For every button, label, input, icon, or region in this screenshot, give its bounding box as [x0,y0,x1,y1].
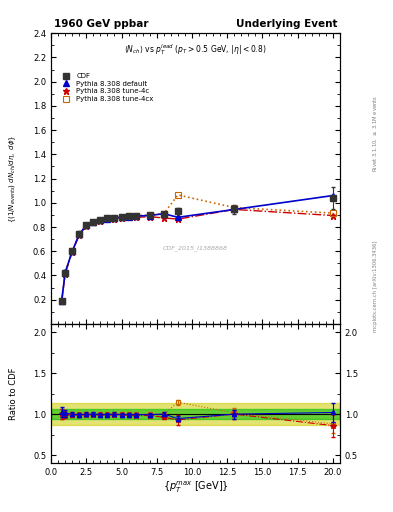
Pythia 8.308 tune-4c [126,214,131,220]
CDF [232,206,237,212]
Pythia 8.308 default [91,219,96,225]
Pythia 8.308 default [84,222,89,228]
Pythia 8.308 tune-4c [331,212,335,219]
Text: CDF_2015_I1388868: CDF_2015_I1388868 [163,245,228,251]
Text: Rivet 3.1.10, $\geq$ 3.1M events: Rivet 3.1.10, $\geq$ 3.1M events [371,95,379,172]
Text: $\langle N_{ch}\rangle$ vs $p_T^{lead}$ ($p_T > 0.5$ GeV, $|\eta| < 0.8$): $\langle N_{ch}\rangle$ vs $p_T^{lead}$ … [124,42,267,57]
Line: CDF: CDF [59,195,336,305]
Pythia 8.308 default [63,269,68,275]
Pythia 8.308 tune-4cx [331,210,335,216]
Pythia 8.308 tune-4cx [176,192,180,198]
Pythia 8.308 tune-4cx [91,219,96,225]
Pythia 8.308 tune-4c [112,216,117,222]
Pythia 8.308 tune-4cx [112,215,117,221]
Line: Pythia 8.308 tune-4cx: Pythia 8.308 tune-4cx [59,192,336,304]
Pythia 8.308 default [59,298,64,304]
Pythia 8.308 tune-4c [70,249,75,255]
Pythia 8.308 tune-4c [119,215,124,221]
Line: Pythia 8.308 default: Pythia 8.308 default [59,193,336,304]
Text: 1960 GeV ppbar: 1960 GeV ppbar [54,19,149,29]
Pythia 8.308 tune-4cx [77,231,82,238]
Bar [51,403,340,425]
CDF [63,270,68,276]
CDF [59,298,64,305]
CDF [98,217,103,223]
CDF [176,208,180,215]
Pythia 8.308 tune-4c [91,219,96,225]
CDF [119,214,124,220]
Pythia 8.308 tune-4c [84,223,89,229]
Pythia 8.308 default [162,210,166,217]
Pythia 8.308 default [232,206,237,212]
Pythia 8.308 tune-4cx [63,270,68,276]
Pythia 8.308 tune-4c [77,232,82,238]
Pythia 8.308 tune-4cx [59,298,64,305]
CDF [133,212,138,219]
Pythia 8.308 tune-4c [59,298,64,305]
Y-axis label: Ratio to CDF: Ratio to CDF [9,368,18,420]
Pythia 8.308 tune-4cx [133,212,138,219]
Pythia 8.308 default [112,215,117,221]
CDF [126,213,131,219]
Pythia 8.308 tune-4c [162,215,166,221]
Legend: CDF, Pythia 8.308 default, Pythia 8.308 tune-4c, Pythia 8.308 tune-4cx: CDF, Pythia 8.308 default, Pythia 8.308 … [57,72,155,103]
Pythia 8.308 default [176,214,180,220]
Pythia 8.308 tune-4c [63,270,68,276]
CDF [331,195,335,201]
CDF [70,248,75,254]
Line: Pythia 8.308 tune-4c: Pythia 8.308 tune-4c [58,206,336,305]
Pythia 8.308 tune-4cx [162,210,166,217]
Pythia 8.308 default [105,216,110,222]
Pythia 8.308 tune-4cx [105,215,110,221]
Pythia 8.308 default [126,214,131,220]
Pythia 8.308 default [98,217,103,223]
CDF [84,222,89,228]
Pythia 8.308 tune-4c [98,218,103,224]
CDF [162,210,166,217]
Pythia 8.308 tune-4cx [119,214,124,220]
CDF [77,230,82,237]
Text: mcplots.cern.ch [arXiv:1306.3436]: mcplots.cern.ch [arXiv:1306.3436] [373,241,378,332]
Pythia 8.308 tune-4c [176,216,180,222]
Pythia 8.308 tune-4c [133,214,138,220]
CDF [105,215,110,221]
Y-axis label: $\{(1/N_{events})\ dN_{ch}/d\eta,\ d\phi\}$: $\{(1/N_{events})\ dN_{ch}/d\eta,\ d\phi… [7,134,18,223]
Pythia 8.308 default [147,212,152,219]
CDF [91,219,96,225]
Pythia 8.308 tune-4c [147,214,152,220]
Pythia 8.308 tune-4cx [84,222,89,228]
Pythia 8.308 tune-4cx [232,205,237,211]
Text: Underlying Event: Underlying Event [235,19,337,29]
Pythia 8.308 tune-4c [232,206,237,212]
Pythia 8.308 tune-4cx [98,217,103,223]
Pythia 8.308 tune-4c [105,216,110,222]
X-axis label: $\{p_T^{max}$ [GeV]$\}$: $\{p_T^{max}$ [GeV]$\}$ [163,480,228,496]
Pythia 8.308 tune-4cx [147,212,152,218]
Pythia 8.308 default [70,248,75,254]
Pythia 8.308 default [133,213,138,219]
Pythia 8.308 default [119,214,124,220]
Pythia 8.308 default [77,231,82,238]
Pythia 8.308 tune-4cx [70,248,75,254]
CDF [112,215,117,221]
Pythia 8.308 default [331,193,335,199]
Bar [51,409,340,419]
CDF [147,212,152,218]
Pythia 8.308 tune-4cx [126,213,131,219]
